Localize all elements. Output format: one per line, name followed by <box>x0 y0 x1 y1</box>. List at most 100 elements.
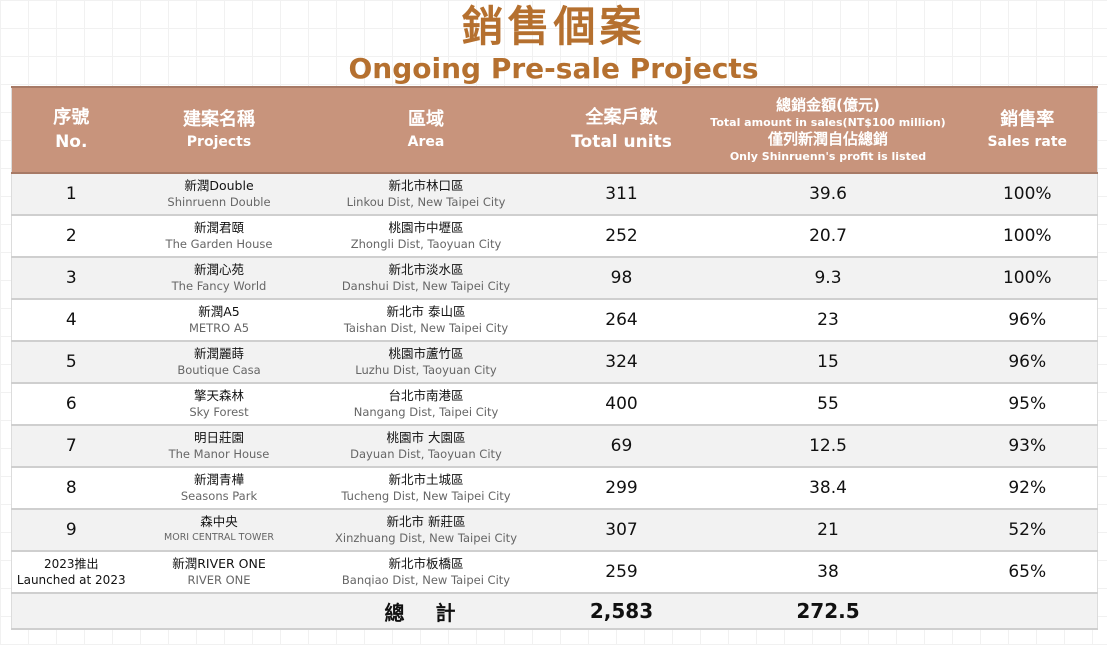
row-rate: 95% <box>957 383 1098 426</box>
header-sales: 總銷金額(億元) Total amount in sales(NT$100 mi… <box>698 86 958 174</box>
project-name-zh: 新潤君頤 <box>193 220 244 235</box>
row-project: 新潤Double Shinruenn Double <box>130 173 308 216</box>
row-sales: 15 <box>698 341 958 384</box>
table-row: 7 明日莊園 The Manor House 桃園市 大園區 Dayuan Dist… <box>11 425 1098 468</box>
row-no: 6 <box>11 383 131 426</box>
row-units: 264 <box>544 299 699 342</box>
table-row: 8 新潤青樺 Seasons Park 新北市土城區 Tucheng Dist, N… <box>11 467 1098 510</box>
header-projects-zh: 建案名稱 <box>183 109 255 130</box>
launch-zh: 2023推出 <box>43 557 99 571</box>
table-row: 5 新潤麗蒔 Boutique Casa 桃園市蘆竹區 Luzhu Dist, Ta… <box>11 341 1098 384</box>
row-sales: 20.7 <box>698 215 958 258</box>
row-project: 新潤君頤 The Garden House <box>130 215 308 258</box>
area-en: Luzhu Dist, Taoyuan City <box>355 363 497 377</box>
project-name-en: RIVER ONE <box>187 573 251 587</box>
row-rate: 96% <box>957 341 1098 384</box>
area-en: Taishan Dist, New Taipei City <box>343 321 509 335</box>
project-name-zh: 新潤Double <box>184 178 254 193</box>
area-zh: 新北市林口區 <box>388 178 464 193</box>
projects-table: 序號 No. 建案名稱 Projects 區域 Area 全案戶數 Total … <box>11 86 1098 630</box>
project-name-zh: 新潤RIVER ONE <box>172 556 266 571</box>
area-zh: 新北市淡水區 <box>388 262 464 277</box>
header-rate-zh: 銷售率 <box>1000 109 1055 130</box>
area-zh: 桃園市 大園區 <box>386 430 466 445</box>
header-rate: 銷售率 Sales rate <box>957 86 1098 174</box>
table-row: 9 森中央 MORI CENTRAL TOWER 新北市 新莊區 Xinzhuang… <box>11 509 1098 552</box>
launch-en: Launched at 2023 <box>16 573 126 587</box>
project-name-en: METRO A5 <box>188 321 250 335</box>
total-label: 總 計 <box>307 593 545 630</box>
header-no: 序號 No. <box>11 86 131 174</box>
project-name-en: The Garden House <box>165 237 273 251</box>
row-no: 3 <box>11 257 131 300</box>
row-project: 新潤青樺 Seasons Park <box>130 467 308 510</box>
header-sales-note-zh: 僅列新潤自佔總銷 <box>767 130 888 148</box>
area-zh: 新北市 新莊區 <box>386 514 466 529</box>
row-rate: 52% <box>957 509 1098 552</box>
row-area: 新北市土城區 Tucheng Dist, New Taipei City <box>307 467 545 510</box>
table-header-row: 序號 No. 建案名稱 Projects 區域 Area 全案戶數 Total … <box>11 86 1098 174</box>
row-sales: 38 <box>698 551 958 594</box>
total-units: 2,583 <box>544 593 699 630</box>
header-area-zh: 區域 <box>408 109 444 130</box>
row-units: 259 <box>544 551 699 594</box>
project-name-zh: 新潤A5 <box>198 304 240 319</box>
project-name-en: Shinruenn Double <box>167 195 271 209</box>
row-sales: 55 <box>698 383 958 426</box>
row-no: 4 <box>11 299 131 342</box>
row-project: 擎天森林 Sky Forest <box>130 383 308 426</box>
project-name-en: Boutique Casa <box>177 363 261 377</box>
area-en: Zhongli Dist, Taoyuan City <box>350 237 502 251</box>
area-en: Tucheng Dist, New Taipei City <box>341 489 511 503</box>
row-rate: 100% <box>957 257 1098 300</box>
row-units: 324 <box>544 341 699 384</box>
project-name-zh: 新潤青樺 <box>193 472 244 487</box>
row-no: 1 <box>11 173 131 216</box>
header-sales-zh: 總銷金額(億元) <box>776 96 880 114</box>
header-no-zh: 序號 <box>53 107 90 128</box>
project-name-en: The Fancy World <box>171 279 267 293</box>
project-name-en: MORI CENTRAL TOWER <box>164 532 274 543</box>
row-no: 2 <box>11 215 131 258</box>
row-sales: 21 <box>698 509 958 552</box>
project-name-zh: 擎天森林 <box>193 388 244 403</box>
row-project: 新潤麗蒔 Boutique Casa <box>130 341 308 384</box>
row-area: 新北市林口區 Linkou Dist, New Taipei City <box>307 173 545 216</box>
row-rate: 93% <box>957 425 1098 468</box>
row-units: 69 <box>544 425 699 468</box>
header-units: 全案戶數 Total units <box>544 86 699 174</box>
page-subtitle: Ongoing Pre-sale Projects <box>348 52 759 85</box>
row-rate: 92% <box>957 467 1098 510</box>
row-no: 9 <box>11 509 131 552</box>
total-empty-2 <box>130 593 308 630</box>
table-row: 2023推出 Launched at 2023 新潤RIVER ONE RIVER … <box>11 551 1098 594</box>
row-units: 299 <box>544 467 699 510</box>
row-no: 7 <box>11 425 131 468</box>
total-empty-3 <box>957 593 1098 630</box>
row-units: 311 <box>544 173 699 216</box>
row-sales: 38.4 <box>698 467 958 510</box>
total-row: 總 計 2,583 272.5 <box>11 593 1098 630</box>
area-en: Dayuan Dist, Taoyuan City <box>350 447 502 461</box>
header-area-en: Area <box>407 134 445 150</box>
row-rate: 100% <box>957 173 1098 216</box>
header-sales-en: Total amount in sales(NT$100 million) <box>710 116 946 129</box>
area-en: Linkou Dist, New Taipei City <box>346 195 506 209</box>
project-name-en: The Manor House <box>168 447 270 461</box>
header-no-en: No. <box>55 132 88 152</box>
project-name-zh: 森中央 <box>200 514 238 529</box>
area-zh: 桃園市中壢區 <box>388 220 464 235</box>
area-en: Banqiao Dist, New Taipei City <box>341 573 511 587</box>
project-name-en: Sky Forest <box>189 405 249 419</box>
project-name-zh: 明日莊園 <box>193 430 244 445</box>
row-sales: 12.5 <box>698 425 958 468</box>
table-row: 6 擎天森林 Sky Forest 台北市南港區 Nangang Dist, Tai… <box>11 383 1098 426</box>
area-zh: 桃園市蘆竹區 <box>388 346 464 361</box>
row-rate: 100% <box>957 215 1098 258</box>
page-title: 銷售個案 <box>461 2 646 51</box>
header-units-zh: 全案戶數 <box>585 107 658 128</box>
row-area: 新北市淡水區 Danshui Dist, New Taipei City <box>307 257 545 300</box>
row-rate: 65% <box>957 551 1098 594</box>
row-area: 桃園市 大園區 Dayuan Dist, Taoyuan City <box>307 425 545 468</box>
row-no: 8 <box>11 467 131 510</box>
